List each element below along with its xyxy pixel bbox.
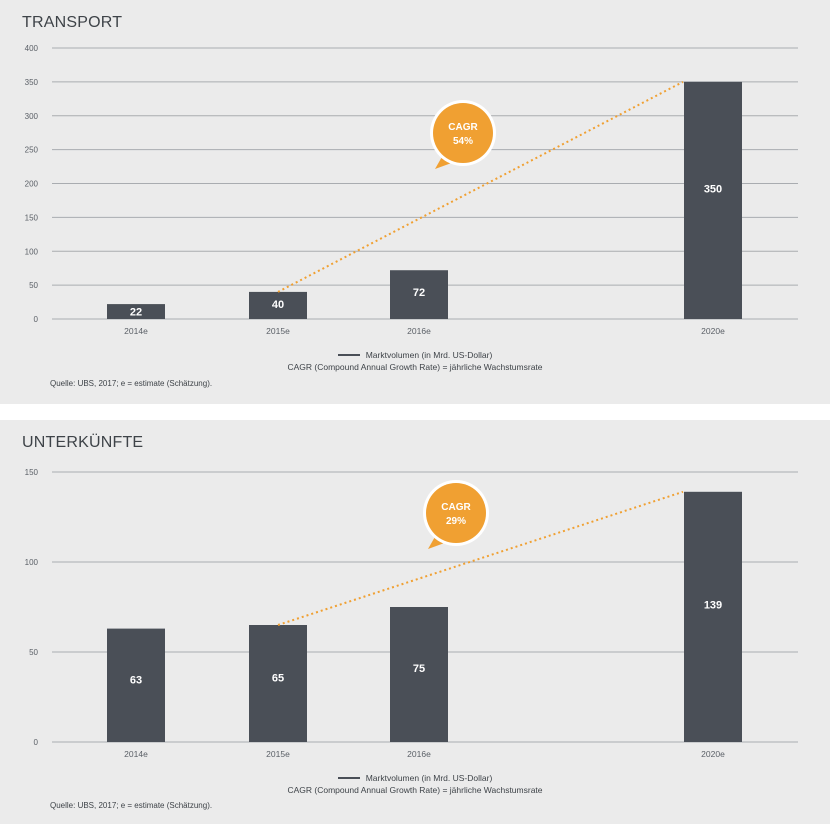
bar-2015e (249, 291, 307, 319)
source-note: Quelle: UBS, 2017; e = estimate (Schätzu… (50, 379, 213, 388)
x-tick-label: 2014e (124, 749, 148, 759)
y-tick-label: 100 (25, 558, 39, 567)
cagr-note: CAGR (Compound Annual Growth Rate) = jäh… (287, 785, 543, 795)
bar-value-label: 22 (130, 307, 142, 319)
bar-value-label: 350 (704, 184, 722, 196)
legend-label: Marktvolumen (in Mrd. US-Dollar) (365, 773, 493, 783)
y-tick-label: 350 (25, 78, 39, 87)
bar-value-label: 72 (413, 287, 425, 299)
cagr-note: CAGR (Compound Annual Growth Rate) = jäh… (287, 362, 543, 372)
cagr-bubble-tail (435, 155, 457, 169)
legend-item-market-volume: Marktvolumen (in Mrd. US-Dollar) (0, 772, 830, 784)
x-tick-label: 2015e (266, 326, 290, 336)
legend-swatch (337, 353, 360, 356)
bar-value-label: 40 (272, 299, 284, 311)
y-tick-label: 50 (29, 281, 38, 290)
bar-value-label: 63 (130, 675, 142, 687)
y-tick-label: 150 (25, 213, 39, 222)
y-tick-label: 150 (25, 468, 39, 477)
bar-value-label: 75 (413, 663, 425, 675)
y-tick-label: 250 (25, 146, 39, 155)
cagr-bubble: CAGR 54% (430, 100, 496, 169)
y-tick-label: 100 (25, 247, 39, 256)
transport-chart-panel: TRANSPORT 0 50 100 150 200 250 300 350 400 22 2014… (0, 0, 830, 404)
bar-2020e (684, 81, 742, 319)
bar-value-label: 139 (704, 599, 722, 611)
legend-item-market-volume: Marktvolumen (in Mrd. US-Dollar) (0, 349, 830, 361)
chart-title: TRANSPORT (22, 14, 123, 31)
cagr-bubble: CAGR 29% (423, 480, 489, 549)
bar-value-label: 65 (272, 673, 284, 685)
y-tick-label: 300 (25, 112, 39, 121)
x-tick-label: 2016e (407, 749, 431, 759)
cagr-trend-line (277, 80, 684, 293)
x-tick-label: 2014e (124, 326, 148, 336)
y-tick-label: 0 (34, 315, 39, 324)
x-tick-label: 2015e (266, 749, 290, 759)
legend-swatch (337, 776, 360, 779)
x-tick-label: 2016e (407, 326, 431, 336)
y-tick-label: 50 (29, 648, 38, 657)
y-tick-label: 200 (25, 180, 39, 189)
bar-2016e (390, 270, 448, 319)
bar-2020e (684, 491, 742, 742)
chart-title: UNTERKÜNFTE (22, 434, 144, 451)
cagr-value: 54% (453, 136, 473, 147)
bar-2016e (390, 607, 448, 742)
source-note: Quelle: UBS, 2017; e = estimate (Schätzu… (50, 801, 213, 810)
cagr-bubble-fill (426, 483, 486, 543)
y-tick-label: 0 (34, 738, 39, 747)
cagr-label: CAGR (448, 122, 478, 133)
bar-2014e (107, 628, 165, 742)
legend: Marktvolumen (in Mrd. US-Dollar) CAGR (C… (0, 772, 830, 796)
cagr-label: CAGR (441, 502, 471, 513)
cagr-bubble-fill (433, 103, 493, 163)
cagr-value: 29% (446, 516, 466, 527)
bar-2015e (249, 625, 307, 742)
cagr-trend-line (277, 490, 684, 626)
y-tick-label: 400 (25, 44, 39, 53)
bar-2014e (107, 304, 165, 319)
x-tick-label: 2020e (701, 749, 725, 759)
legend: Marktvolumen (in Mrd. US-Dollar) CAGR (C… (0, 349, 830, 373)
transport-bar-chart: 0 50 100 150 200 250 300 350 400 22 2014e 40 2015e 72… (25, 44, 798, 336)
cagr-bubble-tail (428, 535, 450, 549)
accommodation-bar-chart: 0 50 100 150 63 2014e 65 2015e 75 2016e 139 2020e CA… (25, 468, 798, 759)
accommodation-chart-panel: UNTERKÜNFTE 0 50 100 150 63 2014e 65 2015e 75 201… (0, 420, 830, 824)
legend-label: Marktvolumen (in Mrd. US-Dollar) (365, 350, 493, 360)
x-tick-label: 2020e (701, 326, 725, 336)
